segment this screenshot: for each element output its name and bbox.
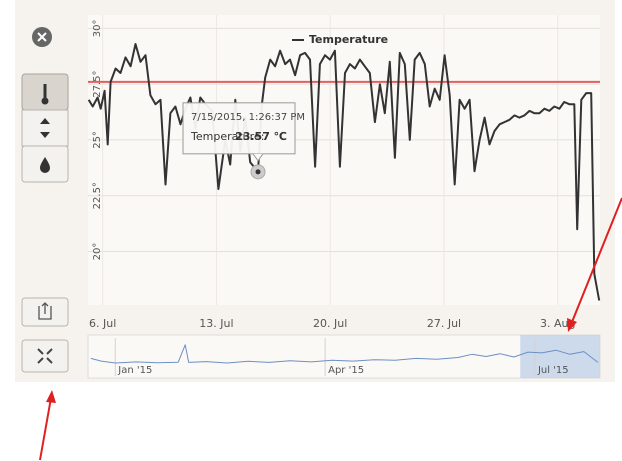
navigator-line (90, 344, 599, 364)
temperature-line (87, 43, 601, 301)
x-tick-label: Apr '15 (328, 365, 364, 376)
y-tick-label: 30° (92, 20, 103, 38)
y-tick-label: 20° (92, 243, 103, 261)
x-tick-label: 13. Jul (199, 317, 233, 330)
plot-area (88, 15, 600, 305)
tooltip-label: Temperature: (190, 130, 264, 143)
y-tick-label: 27.5° (92, 71, 103, 98)
sort-button[interactable] (21, 109, 69, 147)
tooltip-box (182, 102, 296, 155)
y-tick-label: 22.5° (92, 182, 103, 209)
x-tick-label: 3. Aug (540, 317, 575, 330)
y-tick-label: 25° (92, 131, 103, 149)
x-tick-label: 20. Jul (313, 317, 347, 330)
x-tick-label: Jan '15 (117, 365, 152, 376)
close-button[interactable] (32, 27, 52, 47)
navigator-selection (520, 335, 600, 378)
annotation-arrows (39, 197, 622, 461)
tooltip-value: 23.57 ℃ (235, 130, 287, 143)
tooltip-marker-dot (255, 169, 261, 175)
collapse-button[interactable] (21, 339, 69, 373)
charts: 20° 22.5° 25° 27.5° 30° 6. Jul 13. Jul 20. Jul 2… (87, 15, 601, 378)
x-tick-label: 6. Jul (89, 317, 116, 330)
toolbar (21, 73, 69, 373)
legend-label: Temperature (309, 33, 388, 46)
tooltip-title: 7/15/2015, 1:26:37 PM (191, 112, 305, 123)
tooltip-pointer (252, 153, 264, 162)
x-tick-label: 27. Jul (427, 317, 461, 330)
x-tick-label: Jul '15 (537, 365, 569, 376)
